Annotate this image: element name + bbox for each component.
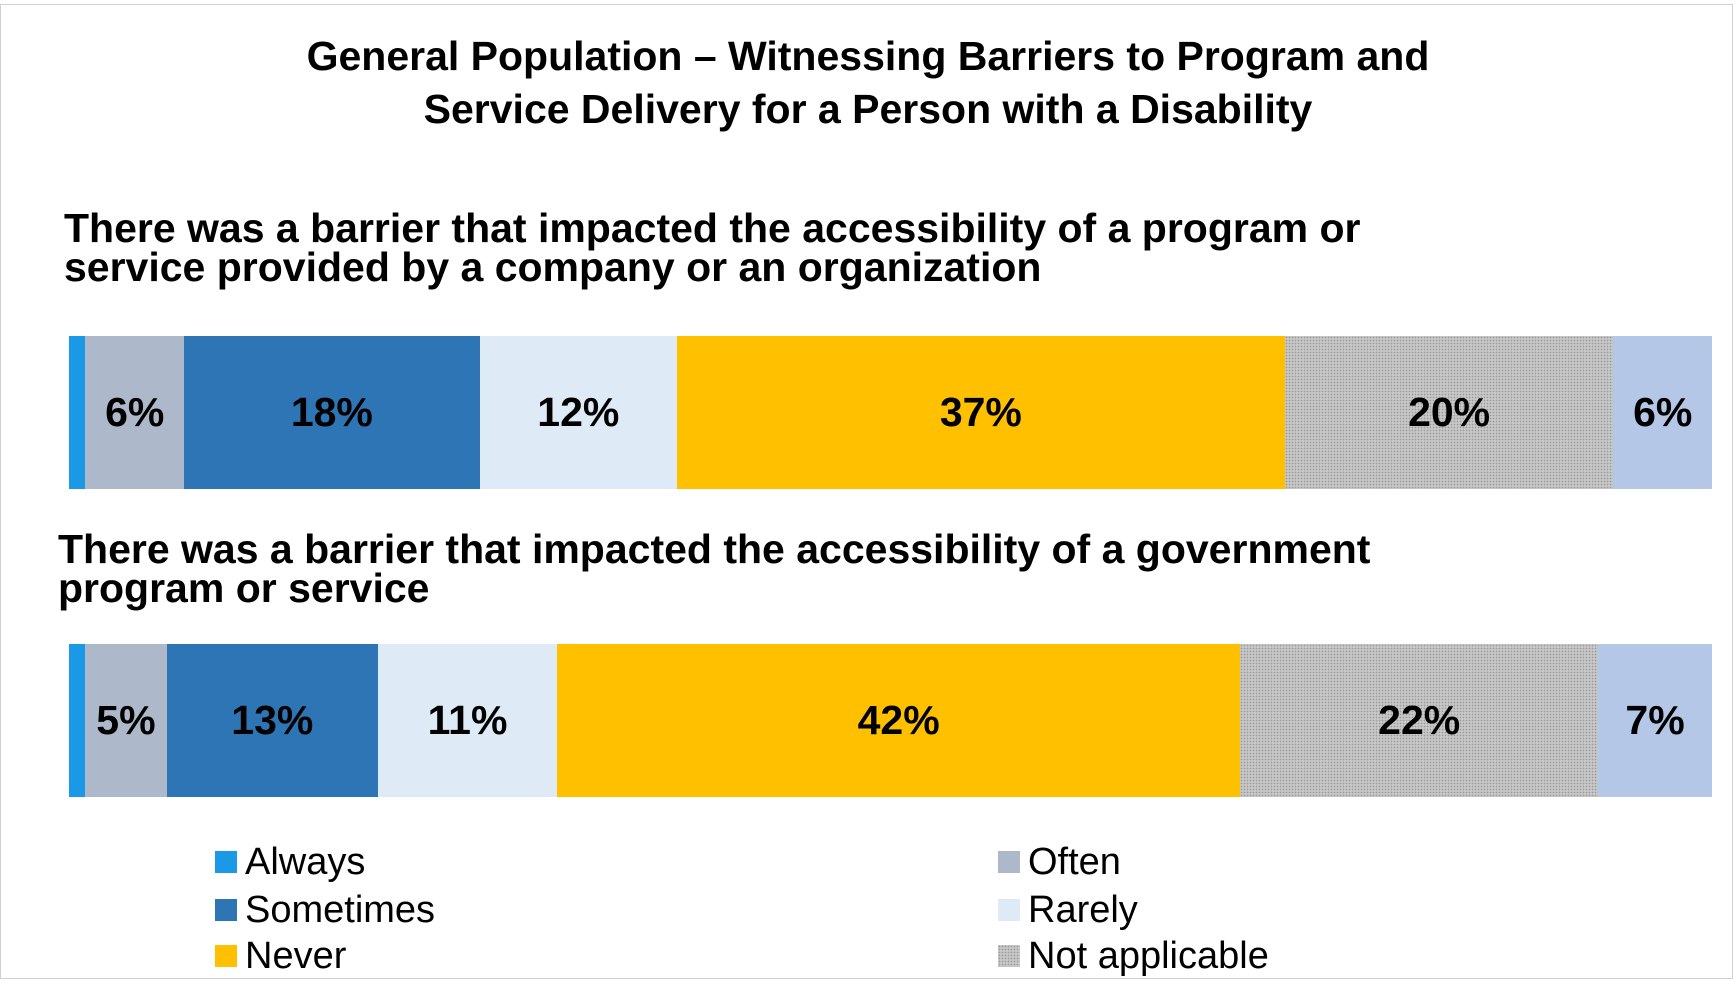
data-label: 5% [96,697,156,743]
legend-swatch [998,899,1020,921]
bar-segment-2-6: 22% [1240,644,1599,797]
legend-item-often: Often [998,838,1121,886]
bar-segment-1-3: 18% [184,336,480,489]
legend-swatch [998,851,1020,873]
bar-segment-2-7: 7% [1598,644,1712,797]
category-label-2: There was a barrier that impacted the ac… [58,526,1371,611]
data-label: 20% [1408,389,1491,435]
legend-label: Rarely [1028,888,1138,931]
legend-label: Not applicable [1028,934,1269,977]
bar-segment-2-3: 13% [166,644,379,797]
data-label: 11% [427,697,508,743]
bar-segment-1-4: 12% [479,336,677,489]
legend-label: Sometimes [245,888,436,931]
bar-segment-2-5: 42% [557,644,1241,797]
data-label: 22% [1378,697,1461,743]
legend-label: Never [245,934,347,977]
bar-segment-1-5: 37% [676,336,1285,489]
data-label: 7% [1625,697,1685,743]
bar-segment-2-4: 11% [378,644,558,797]
data-label: 13% [231,697,314,743]
legend-item-always: Always [215,838,365,886]
chart-title: General Population – Witnessing Barriers… [306,33,1430,133]
legend-item-never: Never [215,932,346,980]
chart-frame [0,4,1733,979]
data-label: 18% [290,389,373,435]
data-label: 6% [1633,389,1693,435]
legend-swatch [215,851,237,873]
bar-segment-2-2: 5% [85,644,167,797]
legend-swatch [215,945,237,967]
legend-swatch [215,899,237,921]
bar-segment-1-6: 20% [1284,336,1614,489]
legend-label: Always [245,840,366,883]
data-label: 12% [537,389,620,435]
legend-item-not-applicable: Not applicable [998,932,1269,980]
data-label: 6% [105,389,165,435]
bar-segment-1-2: 6% [85,336,184,489]
data-label: 42% [857,697,940,743]
bar-segment-1-7: 6% [1613,336,1712,489]
category-label-1: There was a barrier that impacted the ac… [64,205,1361,290]
legend-label: Often [1028,840,1121,883]
legend-swatch [998,945,1020,967]
legend-item-sometimes: Sometimes [215,886,435,934]
legend-item-rarely: Rarely [998,886,1138,934]
bar-segment-1-1 [69,336,86,489]
bar-segment-2-1 [69,644,86,797]
data-label: 37% [939,389,1022,435]
